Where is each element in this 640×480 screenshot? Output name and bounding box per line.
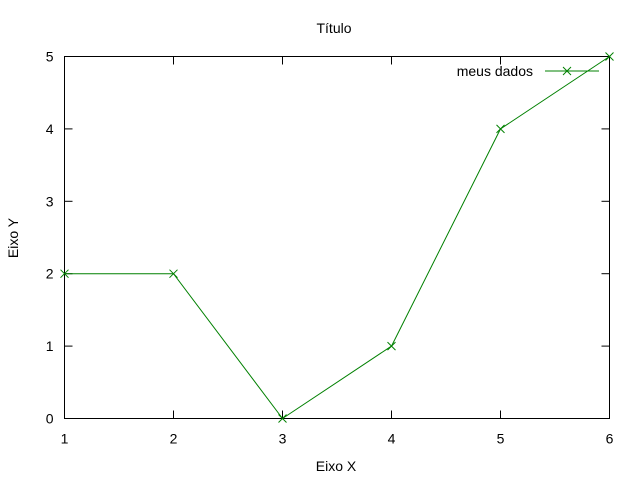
y-tick-label: 3	[46, 193, 54, 209]
x-tick-label: 3	[279, 431, 287, 447]
legend-label: meus dados	[457, 63, 533, 79]
data-point	[605, 52, 614, 61]
chart-title: Título	[316, 20, 351, 36]
y-axis-label: Eixo Y	[5, 217, 21, 258]
x-tick-label: 5	[497, 431, 505, 447]
y-tick-label: 4	[46, 121, 54, 137]
y-tick-label: 0	[46, 411, 54, 427]
data-point	[278, 414, 287, 423]
y-tick-label: 5	[46, 49, 54, 65]
legend-marker	[562, 66, 572, 76]
y-tick-label: 1	[46, 338, 54, 354]
legend: meus dados	[457, 63, 599, 79]
x-tick-label: 2	[170, 431, 178, 447]
y-tick-label: 2	[46, 266, 54, 282]
x-axis-label: Eixo X	[316, 458, 357, 474]
x-tick-label: 1	[61, 431, 69, 447]
data-point	[60, 269, 69, 279]
series-line	[64, 56, 610, 420]
series-layer	[60, 52, 614, 423]
x-tick-label: 4	[388, 431, 396, 447]
legend-marker-cross	[562, 66, 572, 76]
data-point	[387, 341, 396, 351]
x-tick-label: 6	[606, 431, 614, 447]
data-point	[496, 124, 505, 134]
data-point	[169, 269, 178, 279]
plot-frame	[64, 56, 610, 419]
